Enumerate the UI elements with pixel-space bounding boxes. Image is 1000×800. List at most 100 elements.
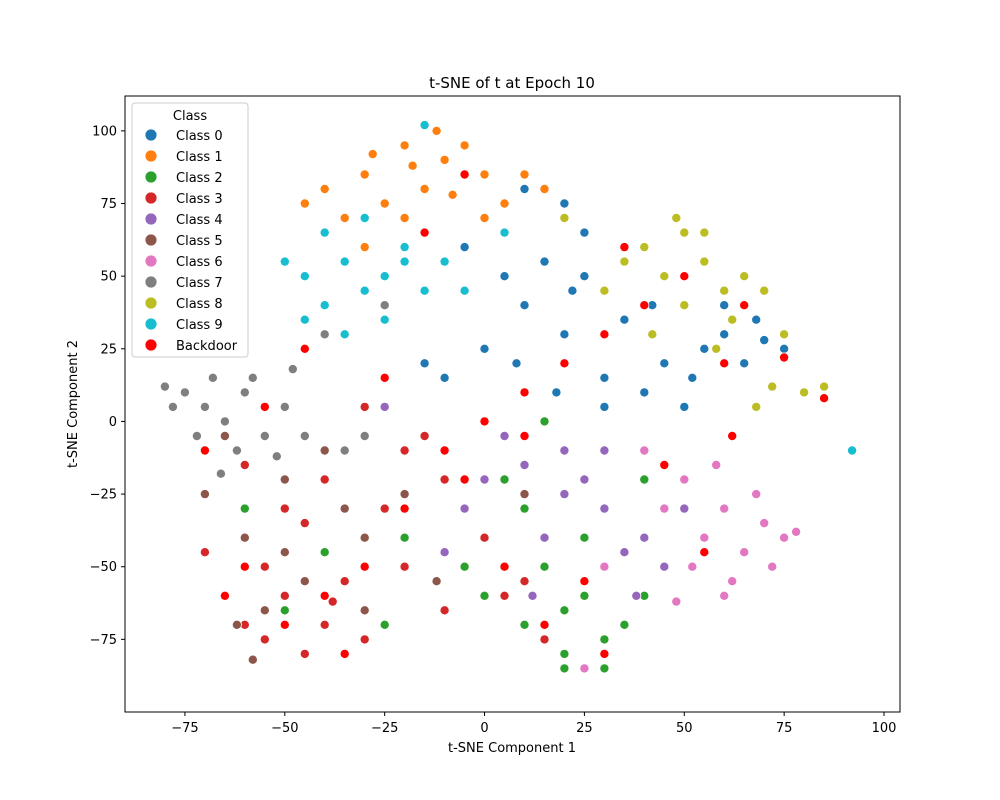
- legend-marker: [144, 338, 158, 352]
- point-backdoor: [619, 242, 630, 253]
- point-backdoor: [419, 227, 430, 238]
- point-class-1: [399, 212, 410, 223]
- point-class-0: [751, 314, 762, 325]
- point-class-5: [431, 576, 442, 587]
- point-class-3: [259, 561, 270, 572]
- point-class-5: [231, 619, 242, 630]
- point-class-4: [631, 590, 642, 601]
- x-axis-label: t-SNE Component 1: [448, 741, 576, 756]
- point-class-0: [499, 271, 510, 282]
- point-class-4: [659, 561, 670, 572]
- point-class-2: [559, 648, 570, 659]
- point-class-8: [711, 343, 722, 354]
- point-class-6: [767, 561, 778, 572]
- point-class-0: [679, 401, 690, 412]
- point-class-1: [407, 160, 418, 171]
- point-class-6: [699, 532, 710, 543]
- point-backdoor: [599, 648, 610, 659]
- point-class-6: [727, 576, 738, 587]
- point-class-5: [299, 576, 310, 587]
- point-backdoor: [359, 561, 370, 572]
- legend: Class Class 0 Class 1 Class 2 Class 3 Class …: [131, 102, 249, 358]
- point-class-1: [419, 183, 430, 194]
- legend-label: Class 0: [176, 129, 223, 144]
- point-class-3: [319, 474, 330, 485]
- point-class-9: [847, 445, 858, 456]
- legend-marker: [144, 170, 158, 184]
- point-class-9: [379, 314, 390, 325]
- point-class-0: [639, 387, 650, 398]
- point-class-2: [579, 590, 590, 601]
- point-class-7: [379, 300, 390, 311]
- point-class-7: [159, 381, 170, 392]
- point-backdoor: [439, 445, 450, 456]
- point-class-7: [359, 430, 370, 441]
- y-axis-label: t-SNE Component 2: [66, 340, 81, 468]
- point-class-3: [399, 561, 410, 572]
- point-class-9: [319, 227, 330, 238]
- point-class-8: [599, 285, 610, 296]
- point-class-7: [207, 372, 218, 383]
- x-tick-label: 75: [776, 721, 793, 736]
- point-class-0: [559, 198, 570, 209]
- y-tick-label: 100: [92, 124, 117, 139]
- point-class-1: [479, 169, 490, 180]
- point-class-4: [559, 445, 570, 456]
- point-class-1: [439, 154, 450, 165]
- point-backdoor: [379, 372, 390, 383]
- y-tick-label: −25: [90, 488, 117, 503]
- point-class-3: [319, 619, 330, 630]
- point-class-7: [199, 401, 210, 412]
- point-class-3: [379, 503, 390, 514]
- x-tick-label: −25: [371, 721, 398, 736]
- point-class-0: [419, 358, 430, 369]
- point-class-0: [599, 401, 610, 412]
- point-backdoor: [739, 300, 750, 311]
- legend-label: Class 5: [176, 234, 223, 249]
- point-class-2: [239, 503, 250, 514]
- point-class-3: [199, 547, 210, 558]
- point-class-2: [479, 590, 490, 601]
- point-class-9: [379, 271, 390, 282]
- point-class-3: [359, 634, 370, 645]
- point-class-2: [519, 619, 530, 630]
- legend-marker: [144, 254, 158, 268]
- point-class-9: [399, 242, 410, 253]
- point-class-3: [259, 634, 270, 645]
- point-class-9: [419, 285, 430, 296]
- point-class-3: [239, 459, 250, 470]
- point-class-3: [299, 648, 310, 659]
- legend-marker: [144, 317, 158, 331]
- point-backdoor: [259, 401, 270, 412]
- point-class-6: [659, 503, 670, 514]
- point-class-1: [299, 198, 310, 209]
- point-class-4: [599, 503, 610, 514]
- point-class-4: [439, 547, 450, 558]
- point-class-2: [599, 634, 610, 645]
- point-class-7: [231, 445, 242, 456]
- point-backdoor: [639, 300, 650, 311]
- point-class-9: [499, 227, 510, 238]
- point-class-8: [719, 285, 730, 296]
- legend-title: Class: [173, 109, 207, 124]
- points-layer: [159, 120, 858, 674]
- point-backdoor: [279, 619, 290, 630]
- point-class-5: [359, 532, 370, 543]
- point-class-8: [739, 271, 750, 282]
- point-class-0: [759, 335, 770, 346]
- y-tick-label: 25: [100, 342, 117, 357]
- x-tick-label: −75: [171, 721, 198, 736]
- point-class-0: [719, 300, 730, 311]
- point-class-2: [499, 474, 510, 485]
- y-tick-label: 75: [100, 197, 117, 212]
- point-class-2: [619, 619, 630, 630]
- point-class-8: [699, 227, 710, 238]
- point-class-5: [279, 547, 290, 558]
- point-class-3: [439, 605, 450, 616]
- point-class-0: [599, 372, 610, 383]
- point-class-9: [419, 120, 430, 131]
- point-class-1: [519, 169, 530, 180]
- point-class-5: [359, 605, 370, 616]
- point-backdoor: [519, 387, 530, 398]
